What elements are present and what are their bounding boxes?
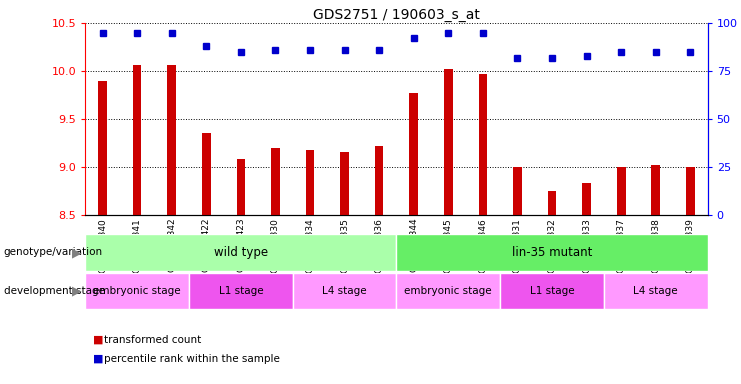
Text: L4 stage: L4 stage [634, 286, 678, 296]
Bar [444, 69, 453, 215]
Bar [85, 234, 396, 271]
Bar [396, 273, 500, 309]
Bar [271, 148, 279, 215]
Bar [340, 152, 349, 215]
Bar [409, 93, 418, 215]
Text: development stage: development stage [4, 286, 104, 296]
Bar [582, 183, 591, 215]
Bar [513, 167, 522, 215]
Text: L1 stage: L1 stage [530, 286, 574, 296]
Text: L1 stage: L1 stage [219, 286, 263, 296]
Text: embryonic stage: embryonic stage [405, 286, 492, 296]
Text: genotype/variation: genotype/variation [4, 247, 103, 258]
Bar [305, 150, 314, 215]
Bar [133, 65, 142, 215]
Text: L4 stage: L4 stage [322, 286, 367, 296]
Bar [548, 191, 556, 215]
Text: ■: ■ [93, 335, 103, 345]
Bar [189, 273, 293, 309]
Text: embryonic stage: embryonic stage [93, 286, 181, 296]
Bar [85, 273, 189, 309]
Text: ■: ■ [93, 354, 103, 364]
Bar [396, 234, 708, 271]
Text: lin-35 mutant: lin-35 mutant [512, 246, 592, 259]
Text: percentile rank within the sample: percentile rank within the sample [104, 354, 279, 364]
Title: GDS2751 / 190603_s_at: GDS2751 / 190603_s_at [313, 8, 480, 22]
Bar [98, 81, 107, 215]
Bar [500, 273, 604, 309]
Bar [617, 167, 625, 215]
Text: ▶: ▶ [72, 246, 82, 259]
Bar [651, 165, 660, 215]
Bar [293, 273, 396, 309]
Bar [686, 167, 694, 215]
Bar [236, 159, 245, 215]
Bar [375, 146, 383, 215]
Text: ▶: ▶ [72, 285, 82, 297]
Text: transformed count: transformed count [104, 335, 201, 345]
Bar [604, 273, 708, 309]
Bar [167, 65, 176, 215]
Bar [479, 74, 487, 215]
Text: wild type: wild type [213, 246, 268, 259]
Bar [202, 134, 210, 215]
